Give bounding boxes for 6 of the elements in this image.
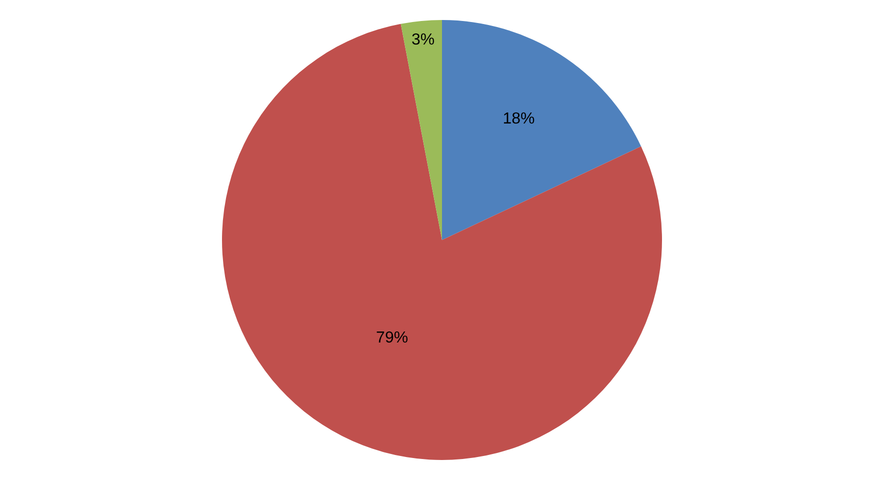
pie-slice (442, 20, 642, 240)
pie-slice (222, 24, 662, 460)
pie-slice (400, 20, 442, 240)
data-label: 3% (412, 31, 435, 48)
data-label: 79% (376, 330, 408, 347)
data-label: 18% (502, 110, 535, 128)
